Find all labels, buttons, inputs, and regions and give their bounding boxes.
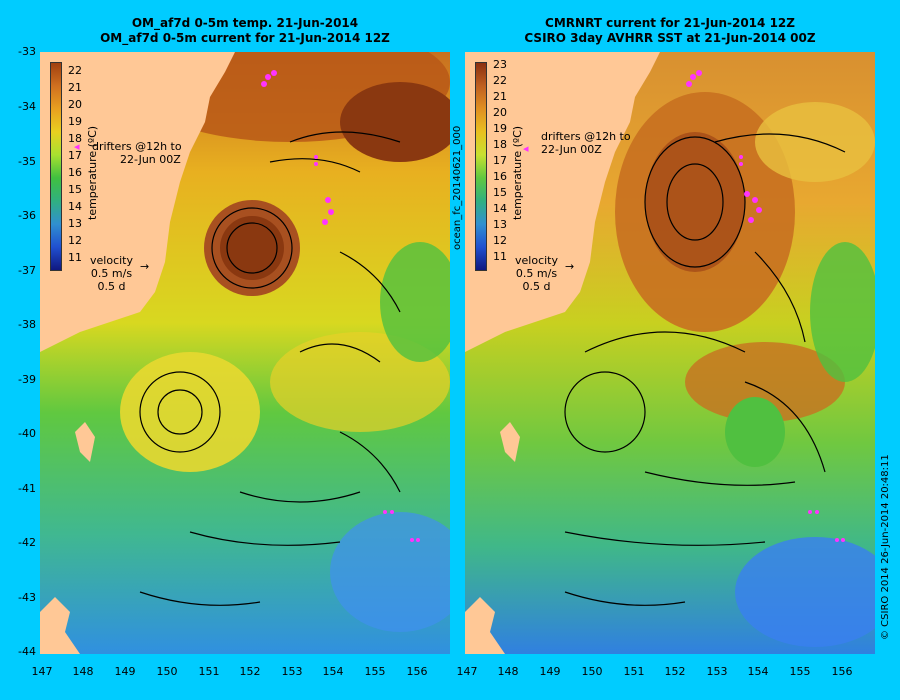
x-tick-label: 154 (747, 665, 769, 678)
right-cb-tick: 22 (493, 74, 507, 87)
right-cb-tick: 18 (493, 138, 507, 151)
right-cb-tick: 14 (493, 202, 507, 215)
x-tick-label: 147 (31, 665, 53, 678)
y-tick-label: -33 (18, 45, 36, 58)
x-tick-label: 151 (623, 665, 645, 678)
credit-label: © CSIRO 2014 26-Jun-2014 20:48:11 (880, 454, 891, 640)
left-title-line2: OM_af7d 0-5m current for 21-Jun-2014 12Z (100, 31, 390, 45)
left-velocity-duration: 0.5 d (97, 280, 126, 293)
left-cb-tick: 12 (68, 234, 82, 247)
x-tick-label: 152 (664, 665, 686, 678)
right-cb-tick: 17 (493, 154, 507, 167)
left-cb-tick: 21 (68, 81, 82, 94)
left-cb-tick: 14 (68, 200, 82, 213)
right-panel-title: CMRNRT current for 21-Jun-2014 12Z CSIRO… (465, 16, 875, 46)
right-velocity-legend: velocity → 0.5 m/s 0.5 d (515, 254, 574, 293)
x-tick-label: 151 (198, 665, 220, 678)
right-cb-tick: 19 (493, 122, 507, 135)
left-velocity-title: velocity (90, 254, 133, 267)
right-title-line1: CMRNRT current for 21-Jun-2014 12Z (545, 16, 795, 30)
left-cb-tick: 11 (68, 251, 82, 264)
y-tick-label: -36 (18, 209, 36, 222)
left-velocity-speed: 0.5 m/s (90, 267, 133, 280)
right-sst-satellite-map (465, 52, 875, 654)
x-tick-label: 149 (114, 665, 136, 678)
right-cb-tick: 13 (493, 218, 507, 231)
left-sst-model-map (40, 52, 450, 654)
x-tick-label: 153 (706, 665, 728, 678)
right-drifter-line1: drifters @12h to (541, 130, 631, 143)
x-tick-label: 156 (831, 665, 853, 678)
right-drifter-line2: 22-Jun 00Z (541, 143, 602, 156)
right-cb-tick: 16 (493, 170, 507, 183)
velocity-arrow-icon: → (140, 260, 150, 273)
right-title-line2: CSIRO 3day AVHRR SST at 21-Jun-2014 00Z (524, 31, 816, 45)
drifter-marker-icon: ◂ (523, 142, 529, 155)
right-colorbar-label: temperature (ºC) (511, 125, 524, 220)
y-tick-label: -41 (18, 482, 36, 495)
x-tick-label: 155 (364, 665, 386, 678)
left-cb-tick: 13 (68, 217, 82, 230)
x-tick-label: 156 (406, 665, 428, 678)
right-colorbar (475, 62, 487, 271)
left-cb-tick: 19 (68, 115, 82, 128)
left-cb-tick: 17 (68, 149, 82, 162)
left-cb-tick: 22 (68, 64, 82, 77)
left-cb-tick: 18 (68, 132, 82, 145)
x-tick-label: 150 (156, 665, 178, 678)
y-tick-label: -43 (18, 591, 36, 604)
y-tick-label: -39 (18, 373, 36, 386)
left-drifter-line2: 22-Jun 00Z (120, 153, 181, 166)
right-cb-tick: 15 (493, 186, 507, 199)
y-tick-label: -35 (18, 155, 36, 168)
y-tick-label: -44 (18, 645, 36, 658)
left-title-line1: OM_af7d 0-5m temp. 21-Jun-2014 (131, 16, 359, 30)
x-tick-label: 153 (281, 665, 303, 678)
right-cb-tick: 23 (493, 58, 507, 71)
left-velocity-legend: velocity → 0.5 m/s 0.5 d (90, 254, 149, 293)
y-tick-label: -38 (18, 318, 36, 331)
left-cb-tick: 16 (68, 166, 82, 179)
left-panel-title: OM_af7d 0-5m temp. 21-Jun-2014 OM_af7d 0… (40, 16, 450, 46)
x-tick-label: 154 (322, 665, 344, 678)
x-tick-label: 149 (539, 665, 561, 678)
right-cb-tick: 12 (493, 234, 507, 247)
y-tick-label: -42 (18, 536, 36, 549)
y-tick-label: -34 (18, 100, 36, 113)
y-tick-label: -37 (18, 264, 36, 277)
x-tick-label: 155 (789, 665, 811, 678)
x-tick-label: 148 (72, 665, 94, 678)
right-drifter-legend: ◂ drifters @12h to 22-Jun 00Z (523, 130, 631, 156)
x-tick-label: 148 (497, 665, 519, 678)
y-tick-label: -40 (18, 427, 36, 440)
left-cb-tick: 20 (68, 98, 82, 111)
left-drifter-legend: ◂ drifters @12h to 22-Jun 00Z (74, 140, 182, 166)
x-tick-label: 147 (456, 665, 478, 678)
left-cb-tick: 15 (68, 183, 82, 196)
right-map-panel: 23 22 21 20 19 18 17 16 15 14 13 12 11 t… (465, 52, 875, 654)
right-velocity-title: velocity (515, 254, 558, 267)
drifter-marker-icon: ◂ (74, 140, 80, 153)
right-velocity-speed: 0.5 m/s (515, 267, 558, 280)
right-cb-tick: 20 (493, 106, 507, 119)
right-cb-tick: 21 (493, 90, 507, 103)
left-map-panel: 22 21 20 19 18 17 16 15 14 13 12 11 temp… (40, 52, 450, 654)
left-colorbar (50, 62, 62, 271)
x-tick-label: 152 (239, 665, 261, 678)
right-velocity-duration: 0.5 d (522, 280, 551, 293)
velocity-arrow-icon: → (565, 260, 575, 273)
x-tick-label: 150 (581, 665, 603, 678)
left-drifter-line1: drifters @12h to (92, 140, 182, 153)
right-cb-tick: 11 (493, 250, 507, 263)
forecast-id-label: ocean_fc_20140621_000 (452, 125, 463, 250)
